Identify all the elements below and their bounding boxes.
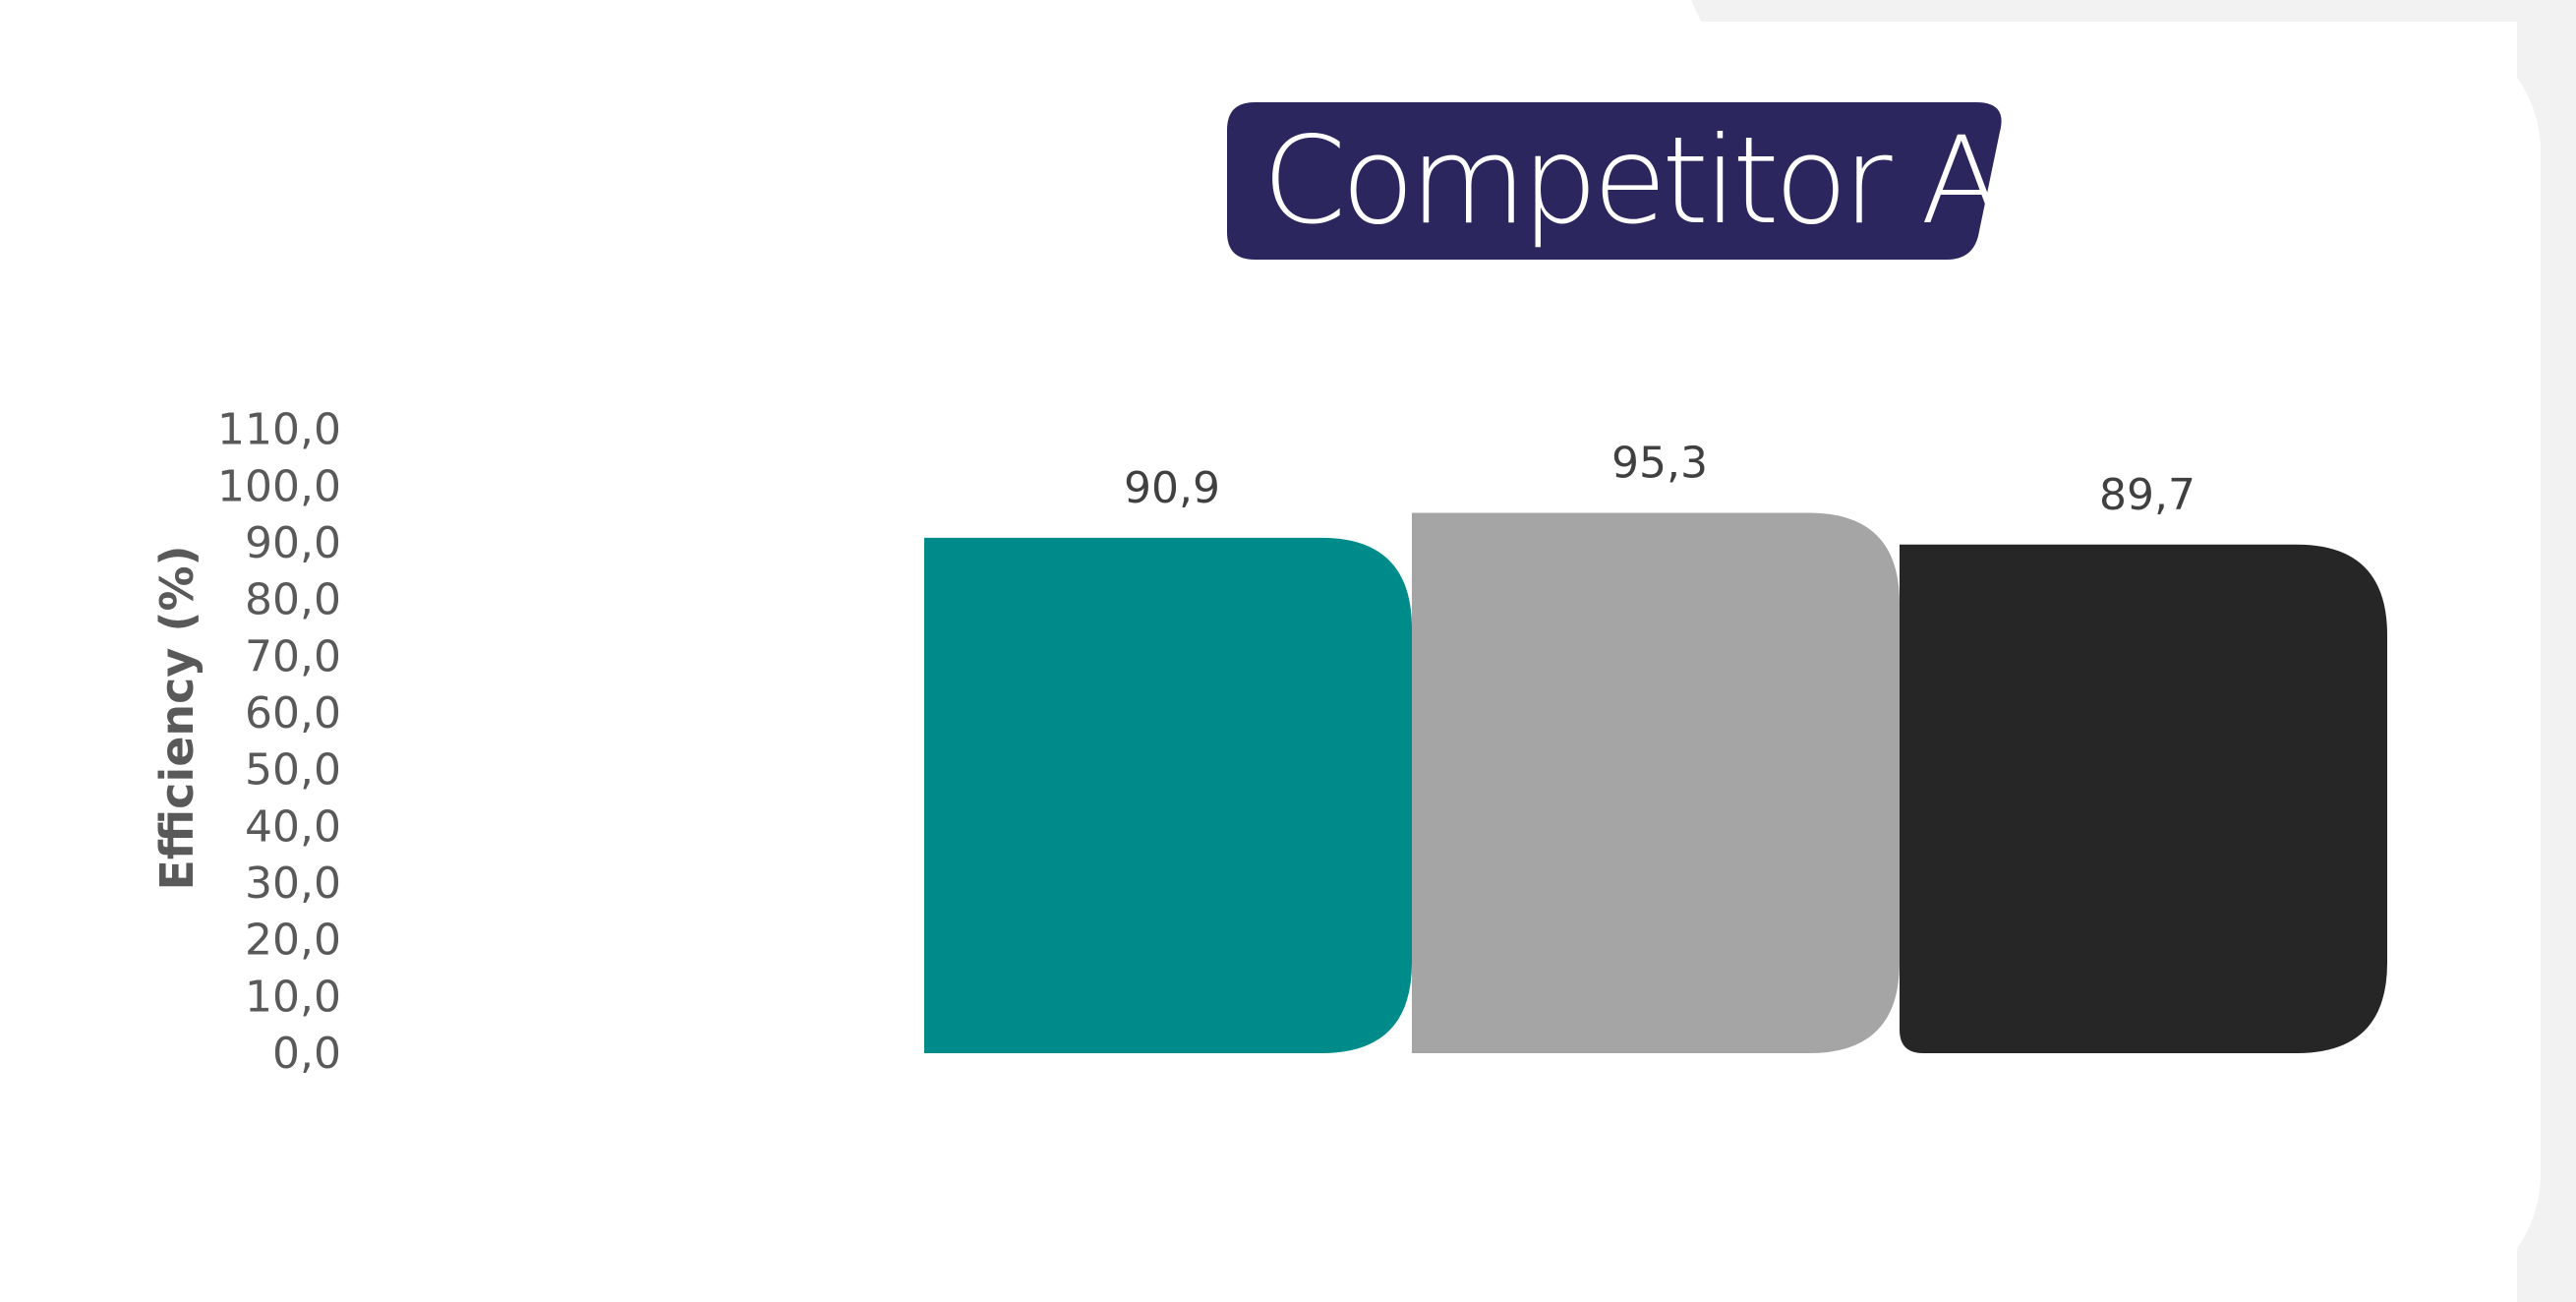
chart-title: Competitor AB (1262, 111, 2077, 251)
y-tick-label: 50,0 (245, 745, 341, 796)
chart-title-badge: Competitor AB (1227, 102, 2077, 260)
bar-3 (1900, 544, 2387, 1053)
y-tick-label: 60,0 (245, 688, 341, 739)
y-tick-label: 40,0 (245, 801, 341, 852)
data-label-1: 90,9 (1124, 463, 1220, 513)
bar-1 (924, 537, 1412, 1053)
data-label-2: 95,3 (1611, 439, 1708, 489)
y-tick-label: 20,0 (245, 916, 341, 966)
y-tick-label: 100,0 (217, 461, 341, 511)
y-axis-title: Efficiency (%) (150, 545, 204, 890)
y-tick-label: 90,0 (245, 518, 341, 568)
bar-2 (1412, 512, 1900, 1053)
y-tick-label: 10,0 (245, 972, 341, 1022)
y-tick-label: 80,0 (245, 575, 341, 625)
y-tick-label: 70,0 (245, 631, 341, 681)
y-tick-label: 110,0 (217, 405, 341, 455)
y-tick-label: 30,0 (245, 858, 341, 909)
data-label-3: 89,7 (2099, 470, 2195, 520)
bars (924, 512, 2387, 1053)
data-labels: 90,9 95,3 89,7 (1124, 439, 2195, 520)
y-axis-ticks: 0,0 10,0 20,0 30,0 40,050,0 60,0 70,0 80,0 90,0 1… (217, 405, 341, 1079)
y-tick-label: 0,0 (272, 1029, 341, 1079)
